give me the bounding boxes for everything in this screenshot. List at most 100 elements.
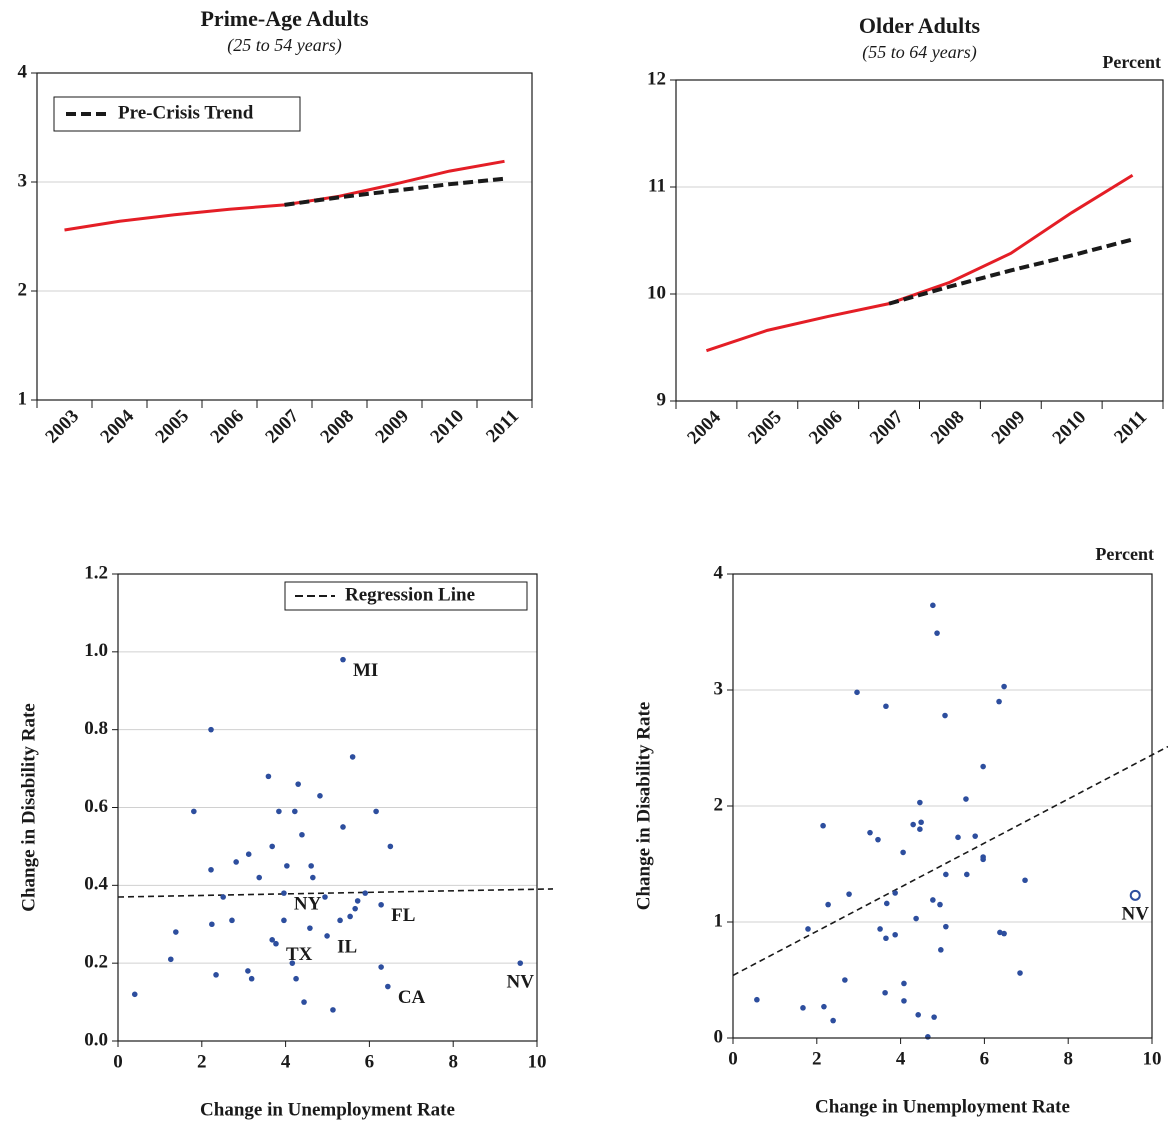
x-tick-label: 2003 bbox=[41, 406, 83, 448]
data-point bbox=[213, 972, 219, 978]
x-tick-label: 2 bbox=[812, 1048, 822, 1069]
data-point bbox=[337, 917, 343, 924]
data-point bbox=[875, 836, 881, 843]
data-point bbox=[910, 821, 916, 828]
legend-box bbox=[284, 581, 528, 611]
data-point bbox=[289, 960, 296, 966]
data-point bbox=[340, 824, 346, 830]
data-point bbox=[943, 923, 949, 930]
data-point bbox=[980, 856, 986, 863]
y-axis-label: Change in Disability Rate bbox=[633, 702, 654, 911]
data-point bbox=[349, 754, 356, 760]
point-label: TX bbox=[286, 944, 313, 965]
data-point bbox=[173, 929, 179, 935]
data-point bbox=[248, 975, 255, 982]
data-point bbox=[913, 915, 919, 922]
point-label: IL bbox=[337, 936, 357, 957]
y-tick-label: 3 bbox=[714, 678, 724, 699]
data-point bbox=[883, 703, 889, 710]
data-point bbox=[281, 890, 287, 896]
data-point bbox=[256, 874, 263, 881]
x-tick-label: 6 bbox=[365, 1051, 375, 1072]
data-point bbox=[901, 998, 907, 1004]
data-point bbox=[821, 1003, 827, 1010]
data-point bbox=[245, 851, 252, 857]
data-point bbox=[883, 900, 890, 907]
data-point bbox=[937, 901, 943, 908]
data-point bbox=[387, 843, 394, 850]
point-label: MI bbox=[353, 660, 378, 681]
y-tick-label: 4 bbox=[714, 562, 724, 583]
data-point bbox=[308, 863, 314, 869]
data-point bbox=[229, 917, 235, 924]
data-point bbox=[131, 991, 138, 998]
data-point bbox=[317, 793, 323, 799]
data-point bbox=[293, 975, 299, 982]
point-label: NV bbox=[507, 972, 535, 993]
x-tick-label: 2006 bbox=[206, 406, 248, 448]
data-point bbox=[362, 890, 369, 896]
x-tick-label: 6 bbox=[980, 1048, 990, 1069]
data-point bbox=[901, 980, 907, 987]
x-tick-label: 0 bbox=[113, 1051, 123, 1072]
y-tick-label: 9 bbox=[657, 389, 667, 410]
x-tick-label: 2008 bbox=[316, 406, 358, 448]
data-point bbox=[942, 712, 948, 719]
data-point bbox=[354, 898, 361, 904]
data-point bbox=[854, 689, 860, 696]
x-tick-label: 2005 bbox=[151, 406, 193, 448]
data-point bbox=[805, 926, 811, 932]
data-point bbox=[917, 826, 923, 832]
data-point bbox=[276, 808, 282, 815]
y-tick-label: 0.0 bbox=[84, 1029, 108, 1050]
data-point bbox=[1001, 930, 1007, 937]
data-point bbox=[378, 901, 384, 908]
x-tick-label: 2010 bbox=[426, 406, 468, 448]
x-tick-label: 2004 bbox=[683, 406, 725, 448]
data-point bbox=[892, 890, 898, 896]
data-point bbox=[307, 925, 313, 931]
data-point bbox=[352, 905, 358, 912]
y-tick-label: 1.2 bbox=[84, 562, 108, 583]
data-point bbox=[517, 960, 524, 966]
data-point bbox=[930, 602, 936, 609]
data-point bbox=[931, 1014, 937, 1020]
data-point bbox=[964, 871, 970, 878]
data-point bbox=[900, 849, 906, 856]
data-point bbox=[292, 808, 298, 815]
x-tick-label: 2009 bbox=[988, 407, 1030, 449]
data-point bbox=[301, 999, 307, 1005]
data-point bbox=[917, 799, 923, 806]
x-tick-label: 2011 bbox=[1110, 407, 1151, 448]
data-point bbox=[996, 698, 1002, 705]
data-point bbox=[310, 874, 316, 881]
data-point bbox=[820, 822, 826, 829]
data-point bbox=[373, 808, 379, 815]
y-tick-label: 0.4 bbox=[84, 874, 108, 895]
data-point bbox=[208, 866, 214, 873]
data-point bbox=[997, 929, 1003, 936]
x-axis-label: Change in Unemployment Rate bbox=[815, 1096, 1070, 1117]
point-label: CA bbox=[398, 987, 426, 1008]
y-tick-label: 4 bbox=[18, 61, 28, 82]
x-tick-label: 8 bbox=[1063, 1048, 1073, 1069]
data-point bbox=[930, 897, 936, 903]
y-tick-label: 1 bbox=[714, 910, 724, 931]
y-tick-label: 2 bbox=[18, 279, 28, 300]
data-point bbox=[209, 921, 215, 928]
point-label: FL bbox=[391, 905, 415, 926]
data-point bbox=[273, 940, 279, 947]
x-tick-label: 2010 bbox=[1049, 407, 1091, 449]
data-point bbox=[1022, 877, 1028, 884]
data-point bbox=[245, 968, 251, 974]
data-point bbox=[385, 983, 391, 990]
x-axis-label: Change in Unemployment Rate bbox=[200, 1099, 455, 1120]
y-tick-label: 1.0 bbox=[84, 640, 108, 661]
legend-label: Regression Line bbox=[345, 584, 475, 605]
data-point bbox=[830, 1017, 836, 1024]
data-point bbox=[208, 726, 214, 733]
y-tick-label: 0.6 bbox=[84, 796, 108, 817]
x-tick-label: 2009 bbox=[371, 406, 413, 448]
data-point bbox=[867, 829, 873, 836]
data-point bbox=[295, 781, 301, 787]
